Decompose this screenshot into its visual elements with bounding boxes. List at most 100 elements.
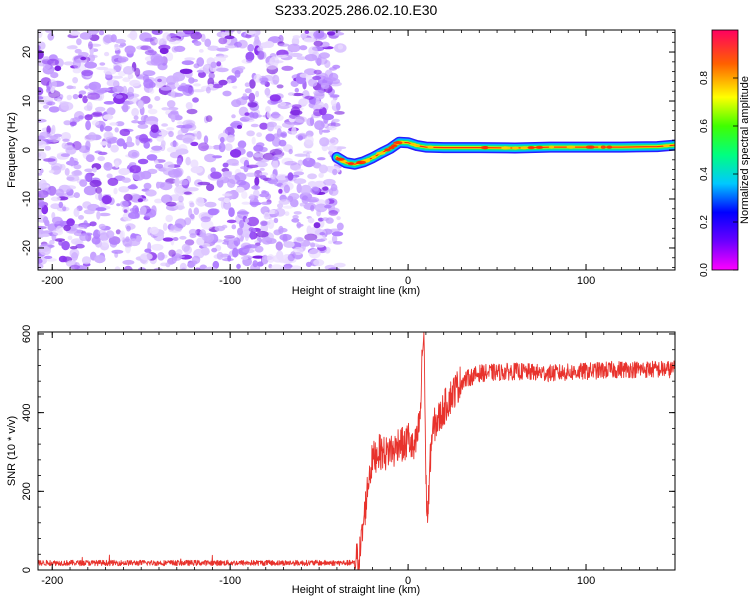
spectrogram-noise-speckle [81, 256, 92, 265]
spectrogram-noise-speckle [237, 227, 243, 236]
spectrogram-noise-speckle [237, 140, 247, 149]
spectrogram-track-peak [376, 151, 386, 155]
spectrogram-noise-speckle [254, 170, 263, 178]
spectrogram-noise-speckle [245, 51, 255, 62]
spectrogram-noise-speckle [38, 140, 47, 149]
spectrogram-noise-speckle [169, 194, 181, 202]
spectrogram-noise-speckle [234, 70, 241, 78]
spectrogram-noise-speckle [306, 196, 320, 203]
spectrogram-noise-speckle [196, 237, 205, 246]
snr-xlabel: Height of straight line (km) [292, 584, 420, 596]
spectrogram-noise-speckle [76, 38, 82, 46]
spectrogram-noise-speckle [137, 198, 144, 203]
spectrogram-noise-speckle [176, 31, 186, 37]
spectrogram-noise-speckle [315, 244, 325, 248]
spectrogram-noise-speckle [235, 97, 248, 106]
spectrogram-noise-speckle [102, 114, 114, 120]
spectrogram-noise-speckle [230, 149, 242, 158]
spectrogram-noise-speckle [200, 219, 214, 230]
spectrogram-noise-speckle [48, 106, 60, 113]
spectrogram-noise-speckle [144, 248, 152, 253]
spectrogram-noise-speckle [177, 121, 184, 125]
spectrogram-noise-speckle [60, 153, 70, 158]
spectrogram-noise-speckle [210, 171, 222, 179]
snr-ytick-label: 600 [21, 325, 33, 343]
spectrogram-noise-speckle [216, 251, 224, 260]
spectrogram-noise-speckle [184, 239, 195, 246]
spectrogram-noise-speckle [232, 85, 238, 89]
spectrogram-noise-speckle [39, 131, 51, 138]
spectrogram-noise-speckle [207, 45, 219, 51]
spectrogram-noise-speckle [292, 214, 299, 219]
spectrogram-noise-speckle [80, 56, 87, 61]
spectrogram-noise-speckle [73, 192, 81, 199]
spectrogram-ytick-label: 0 [21, 147, 33, 153]
spectrogram-noise-speckle [162, 32, 171, 42]
spectrogram-noise-speckle [218, 79, 228, 86]
spectrogram-noise-speckle [64, 185, 77, 190]
spectrogram-noise-speckle [237, 39, 248, 49]
spectrogram-noise-speckle [336, 101, 341, 111]
spectrogram-noise-speckle [245, 172, 257, 177]
spectrogram-noise-speckle [49, 135, 59, 140]
spectrogram-noise-speckle [162, 222, 168, 231]
spectrogram-noise-speckle [314, 238, 326, 242]
spectrogram-noise-speckle [160, 262, 169, 267]
spectrogram-noise-speckle [90, 112, 103, 118]
spectrogram-noise-speckle [275, 241, 283, 251]
spectrogram-noise-speckle [259, 193, 267, 198]
spectrogram-noise-speckle [83, 209, 95, 215]
spectrogram-noise-speckle [46, 125, 51, 134]
spectrogram-noise-speckle [179, 262, 187, 270]
spectrogram-noise-speckle [38, 96, 44, 100]
spectrogram-noise-speckle [38, 179, 48, 190]
spectrogram-noise-speckle [117, 56, 129, 63]
spectrogram-noise-speckle [252, 255, 265, 259]
spectrogram-track-peak [535, 145, 544, 149]
spectrogram-noise-speckle [247, 44, 255, 52]
spectrogram-noise-speckle [100, 141, 108, 146]
spectrogram-noise-speckle [332, 30, 341, 33]
spectrogram-noise-speckle [224, 35, 235, 40]
spectrogram-noise-speckle [337, 44, 344, 50]
spectrogram-noise-speckle [241, 191, 248, 199]
spectrogram-noise-speckle [307, 217, 315, 224]
spectrogram-noise-speckle [170, 141, 179, 148]
colorbar-tick-label: 0.0 [699, 263, 710, 277]
spectrogram-noise-speckle [179, 68, 193, 75]
spectrogram-noise-speckle [291, 127, 297, 135]
spectrogram-noise-speckle [109, 122, 119, 126]
spectrogram-noise-speckle [294, 153, 308, 157]
spectrogram-noise-speckle [260, 220, 268, 227]
spectrogram-noise-speckle [115, 38, 126, 44]
spectrogram-noise-speckle [290, 52, 303, 58]
spectrogram-noise-speckle [248, 92, 256, 103]
spectrogram-noise-speckle [38, 118, 47, 123]
snr-ytick-label: 200 [21, 482, 33, 500]
snr-xtick-label: -100 [219, 575, 241, 587]
spectrogram-noise-speckle [278, 139, 287, 147]
spectrogram-noise-speckle [122, 142, 128, 150]
spectrogram-noise-speckle [201, 247, 210, 256]
spectrogram-track-peak [548, 145, 555, 149]
spectrogram-noise-speckle [134, 67, 141, 77]
spectrogram-noise-speckle [190, 166, 203, 174]
spectrogram-noise-speckle [304, 30, 310, 34]
spectrogram-track-peak [371, 155, 377, 159]
spectrogram-noise-speckle [226, 79, 232, 84]
spectrogram-noise-speckle [278, 43, 290, 47]
spectrogram-noise-speckle [113, 187, 118, 195]
spectrogram-noise-speckle [310, 242, 316, 248]
spectrogram-noise-speckle [154, 81, 164, 89]
spectrogram-noise-speckle [267, 219, 275, 230]
spectrogram-noise-speckle [334, 111, 345, 115]
spectrogram-noise-speckle [232, 247, 239, 258]
spectrogram-noise-speckle [66, 218, 75, 227]
spectrogram-noise-speckle [318, 164, 328, 174]
spectrogram-noise-speckle [72, 93, 79, 100]
spectrogram-noise-speckle [123, 66, 135, 75]
spectrogram-noise-speckle [114, 266, 121, 270]
spectrogram-noise-speckle [167, 107, 179, 111]
spectrogram-noise-speckle [50, 196, 61, 202]
spectrogram-noise-speckle [69, 248, 80, 259]
